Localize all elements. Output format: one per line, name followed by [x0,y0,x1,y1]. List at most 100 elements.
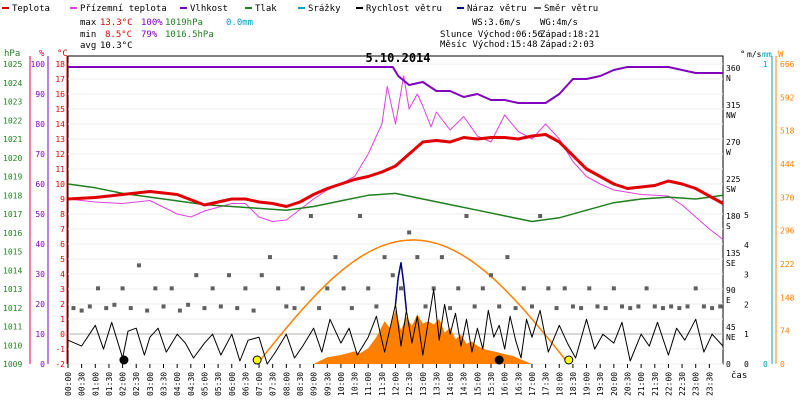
x-tick: 04:30 [187,372,196,396]
x-tick: 11:00 [364,372,373,396]
solar-tick: 296 [780,227,795,236]
x-tick: 21:00 [637,372,646,396]
temperature-tick: 1 [60,315,65,324]
solar-axis-unit: W [778,50,784,60]
x-tick: 14:30 [460,372,469,396]
x-tick: 23:30 [705,372,714,396]
direction-tick: E [726,296,731,305]
solar-tick: 518 [780,127,795,136]
direction-tick: 0 [726,360,731,369]
temperature-tick: 17 [55,75,65,84]
x-tick: 18:00 [555,372,564,396]
x-tick: 13:30 [432,372,441,396]
x-tick: 10:30 [351,372,360,396]
wind-direction-point [513,306,518,311]
wind-direction-point [554,306,559,311]
temperature-tick: 2 [60,300,65,309]
x-tick: 01:30 [105,372,114,396]
legend-label: Rychlost větru [366,4,442,14]
pressure-tick: 1015 [3,248,22,257]
wind-direction-point [611,286,616,291]
solar-radiation-area [313,309,532,364]
wind-tick: 1 [744,330,749,339]
wind-direction-point [628,306,633,311]
temperature-tick: 11 [55,165,65,174]
temperature-axis-unit: °C [57,49,68,59]
pressure-tick: 1011 [3,323,22,332]
x-tick: 13:00 [419,372,428,396]
sunrise-marker [252,355,262,365]
temperature-tick: 7 [60,225,65,234]
humidity-tick: 10 [35,330,45,339]
pressure-tick: 1024 [3,79,22,88]
x-tick: 23:00 [692,372,701,396]
humidity-tick: 20 [35,300,45,309]
solar-tick: 370 [780,193,795,202]
stats-min-press: 1016.5hPa [165,30,214,40]
astro-info: WS:3.6m/s WG:4m/s Slunce Východ:06:56 Zá… [440,18,600,50]
x-tick: 19:30 [596,372,605,396]
sun-path-curve [256,239,569,365]
wind-direction-point [186,302,191,307]
wind-direction-point [202,306,207,311]
legend: Teplota Přízemní teplota Vlhkost Tlak Srážky… [2,4,598,14]
humidity-tick: 100 [31,60,46,69]
sunset-marker [564,355,574,365]
rain-tick: 0 [763,360,768,369]
direction-tick: W [726,148,731,157]
wind-tick: 0 [744,360,749,369]
stats-avg-temp: 10.3°C [100,41,133,51]
wind-direction-point [480,286,485,291]
direction-axis-unit: ° [740,50,745,60]
wind-gust-info: WG:4m/s [540,18,578,28]
wind-direction-point [693,286,698,291]
wind-direction-point [87,304,92,309]
pressure-tick: 1020 [3,154,22,163]
wind-direction-point [390,273,395,278]
x-tick: 00:30 [78,372,87,396]
x-tick: 09:30 [323,372,332,396]
x-tick: 17:30 [542,372,551,396]
wind-direction-point [284,304,289,309]
wind-direction-point [382,255,387,260]
wind-direction-point [595,304,600,309]
pressure-tick: 1013 [3,285,22,294]
wind-direction-point [521,286,526,291]
temperature-tick: -1 [55,345,65,354]
humidity-tick: 70 [35,150,45,159]
wind-direction-point [718,304,723,309]
wind-speed-info: WS:3.6m/s [472,18,521,28]
pressure-tick: 1019 [3,173,22,182]
x-tick: 22:30 [678,372,687,396]
wind-tick: 2 [744,300,749,309]
solar-tick: 222 [780,260,795,269]
wind-direction-point [431,286,436,291]
ground-temperature-line [67,75,724,240]
pressure-axis-unit: hPa [4,49,20,59]
wind-direction-point [325,286,330,291]
wind-direction-point [358,214,363,218]
legend-label: Náraz větru [467,4,527,14]
moon-rise-marker [494,355,504,365]
wind-direction-point [218,304,223,309]
wind-direction-point [570,304,575,309]
temperature-tick: 3 [60,285,65,294]
stats-max-label: max [80,18,97,28]
humidity-tick: 0 [40,360,45,369]
wind-direction-point [587,286,592,291]
stats-max-temp: 13.3°C [100,18,133,28]
wind-tick: 4 [744,241,749,250]
wind-tick: 3 [744,271,749,280]
wind-direction-point [497,304,502,309]
legend-label: Tlak [255,4,277,14]
wind-direction-point [652,304,657,309]
wind-direction-point [456,286,461,291]
wind-direction-point [177,308,182,313]
wind-direction-point [407,230,412,235]
x-tick: 02:00 [119,372,128,396]
wind-direction-point [685,304,690,309]
wind-direction-point [636,304,641,309]
temperature-line [67,133,724,208]
rain-tick: 1 [763,60,768,69]
